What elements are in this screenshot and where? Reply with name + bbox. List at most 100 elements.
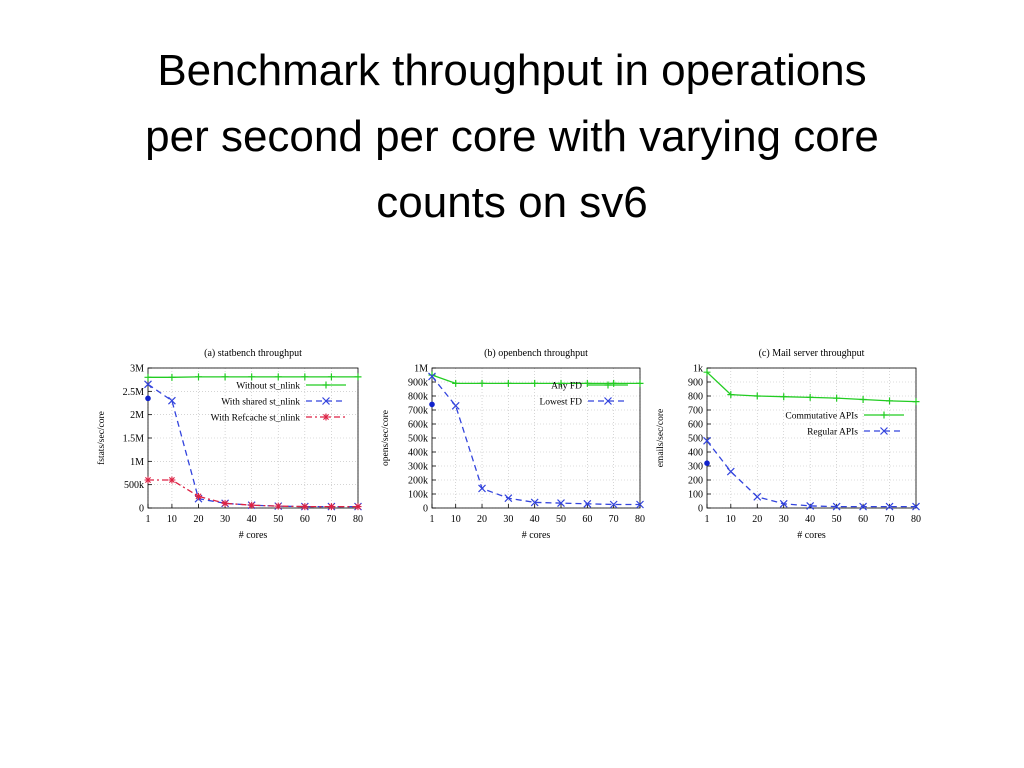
data-point	[859, 502, 868, 511]
chart-title: (b) openbench throughput	[484, 348, 588, 359]
y-tick-label: 1k	[693, 364, 703, 375]
legend-label: Any FD	[551, 382, 582, 392]
y-tick-label: 600k	[408, 420, 428, 431]
x-tick-label: 40	[247, 514, 257, 525]
data-point	[504, 379, 512, 387]
y-tick-label: 0	[698, 504, 703, 515]
x-tick-label: 30	[503, 514, 513, 525]
legend-label: Lowest FD	[540, 398, 583, 408]
x-tick-label: 20	[477, 514, 487, 525]
data-point	[609, 500, 618, 509]
series-line	[431, 374, 640, 385]
legend-label: Without st_nlink	[236, 382, 300, 392]
data-point	[806, 501, 815, 510]
data-point	[530, 498, 539, 507]
x-tick-label: 20	[752, 514, 762, 525]
legend: Without st_nlink With shared st_nlink With…	[211, 381, 346, 424]
series-2	[703, 436, 920, 511]
y-tick-label: 800k	[408, 392, 428, 403]
x-tick-label: 70	[609, 514, 619, 525]
data-point	[478, 379, 486, 387]
data-point	[859, 396, 867, 403]
data-point	[478, 484, 486, 493]
data-point	[636, 500, 644, 509]
y-tick-label: 2M	[130, 410, 144, 421]
data-point	[248, 373, 256, 381]
legend-marker	[880, 427, 888, 435]
data-point	[144, 373, 152, 381]
y-tick-label: 200	[688, 476, 703, 487]
legend-marker	[322, 413, 330, 421]
y-tick-label: 300	[688, 462, 703, 473]
x-tick-label: 1	[705, 514, 710, 525]
x-tick-label: 80	[353, 514, 363, 525]
x-tick-label: 60	[582, 514, 592, 525]
y-tick-label: 1M	[414, 364, 428, 375]
x-tick-label: 10	[167, 514, 177, 525]
y-axis-label: opens/sec/core	[381, 410, 391, 466]
y-tick-label: 900	[688, 378, 703, 389]
legend-label: With shared st_nlink	[221, 398, 300, 408]
data-point	[144, 476, 152, 484]
x-axis-label: # cores	[522, 530, 551, 541]
y-axis-label: fstats/sec/core	[96, 411, 107, 465]
y-tick-label: 500k	[124, 480, 144, 491]
data-point	[833, 394, 841, 402]
y-tick-label: 200k	[408, 476, 428, 487]
y-tick-label: 600	[688, 420, 703, 431]
chart-1: (a) statbench throughput 0 500k 1M 1.5M 2M 2.5…	[96, 348, 363, 541]
data-point	[504, 494, 513, 503]
data-point	[144, 380, 152, 389]
data-point	[636, 379, 644, 387]
legend-label: Regular APIs	[807, 428, 858, 438]
legend-label: With Refcache st_nlink	[211, 413, 301, 424]
data-point	[531, 379, 539, 387]
y-tick-label: 500k	[408, 434, 428, 445]
data-point	[274, 502, 282, 510]
data-point	[726, 467, 735, 476]
chart-3: (c) Mail server throughput 0 100 200 300 400 5…	[656, 348, 921, 541]
x-tick-label: 80	[635, 514, 645, 525]
legend-marker	[604, 397, 612, 405]
data-point	[221, 499, 229, 507]
data-point	[806, 393, 814, 401]
y-tick-label: 100k	[408, 490, 428, 501]
x-tick-label: 50	[273, 514, 283, 525]
y-tick-label: 700k	[408, 406, 428, 417]
x-tick-label: 80	[911, 514, 921, 525]
data-point	[195, 492, 203, 500]
legend: Any FD Lowest FD	[540, 381, 628, 408]
data-point	[301, 503, 309, 511]
y-tick-label: 3M	[130, 364, 144, 375]
legend-marker	[322, 381, 330, 389]
x-tick-label: 70	[326, 514, 336, 525]
y-tick-label: 1.5M	[123, 434, 145, 445]
chart-2: (b) openbench throughput 0 100k 200k 300k 400…	[381, 348, 645, 541]
x-tick-label: 70	[885, 514, 895, 525]
data-point	[780, 393, 788, 401]
slide-title-line-3: counts on sv6	[376, 178, 648, 227]
data-point	[327, 373, 335, 381]
y-tick-label: 400k	[408, 448, 428, 459]
series-3	[144, 476, 362, 511]
slide-title-line-1: Benchmark throughput in operations	[157, 46, 867, 95]
data-point	[727, 391, 735, 399]
legend-marker	[604, 381, 612, 389]
data-point	[779, 499, 788, 508]
data-point	[221, 373, 229, 381]
slide-title-line-2: per second per core with varying core	[145, 112, 879, 161]
plot-frame	[431, 367, 641, 509]
data-point	[248, 501, 256, 509]
y-tick-label: 900k	[408, 378, 428, 389]
x-tick-label: 1	[146, 514, 151, 525]
series-1	[428, 371, 644, 387]
x-tick-label: 30	[779, 514, 789, 525]
data-point	[428, 371, 436, 379]
x-tick-label: 1	[430, 514, 435, 525]
data-point	[451, 401, 460, 410]
y-tick-label: 300k	[408, 462, 428, 473]
data-point	[301, 373, 309, 381]
data-point	[195, 373, 203, 381]
x-tick-label: 40	[805, 514, 815, 525]
legend: Commutative APIs Regular APIs	[785, 411, 904, 438]
